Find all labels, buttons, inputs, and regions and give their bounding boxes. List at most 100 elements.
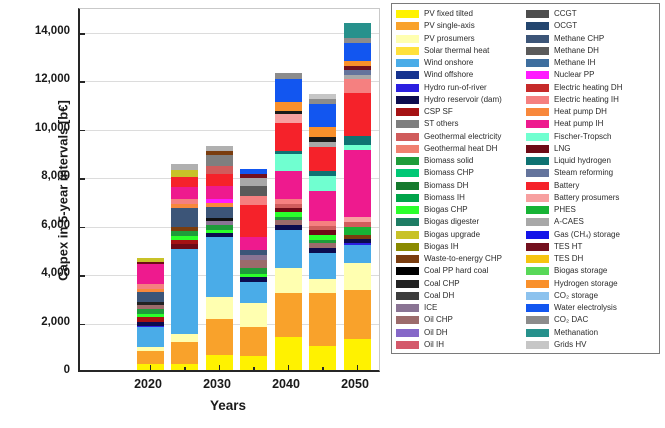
legend-color-swatch-icon [396, 218, 419, 227]
legend-item: Electric heating DH [526, 82, 654, 94]
x-axis-tick [149, 365, 151, 370]
bar-segment [274, 337, 302, 370]
legend-item: Methane CHP [526, 33, 654, 45]
bar-segment [136, 302, 164, 305]
legend-item: Heat pump IH [526, 118, 654, 130]
bar-segment [205, 236, 233, 298]
bar-segment [136, 347, 164, 352]
legend-color-swatch-icon [526, 267, 549, 276]
bar-segment [136, 325, 164, 328]
bar-segment [274, 198, 302, 204]
legend-item: ST others [396, 118, 526, 130]
bar-segment [205, 229, 233, 234]
legend-item: LNG [526, 143, 654, 155]
legend-item: Geothermal heat DH [396, 143, 526, 155]
legend-item: CO₂ DAC [526, 314, 654, 326]
legend-item: Biomass DH [396, 180, 526, 192]
bar-segment [136, 262, 164, 264]
legend-color-swatch-icon [396, 169, 419, 178]
legend-color-swatch-icon [526, 279, 549, 288]
legend-item: TES DH [526, 253, 654, 265]
legend-color-swatch-icon [526, 132, 549, 141]
legend-color-swatch-icon [526, 34, 549, 43]
legend-column: PV fixed tilted PV single-axis PV prosumer… [396, 8, 526, 351]
bar-segment [309, 104, 336, 128]
legend-item-label: Gas (CH₄) storage [554, 229, 620, 239]
bar-segment [171, 231, 198, 237]
x-axis-title: Years [209, 398, 247, 413]
bar-segment [274, 219, 302, 225]
legend-item-label: Heat pump IH [554, 119, 604, 129]
bar-segment [274, 170, 302, 199]
legend-color-swatch-icon [396, 120, 419, 129]
bar-segment [171, 208, 198, 227]
legend-color-swatch-icon [396, 304, 419, 312]
legend-item-label: OCGT [554, 21, 578, 31]
legend-item: Steam reforming [526, 167, 654, 179]
legend-item: Nuclear PP [526, 69, 654, 81]
legend-item-label: Biomass CHP [424, 168, 474, 178]
legend-color-swatch-icon [526, 193, 549, 202]
bar-segment [274, 79, 302, 103]
legend-item: Biogas digester [396, 216, 526, 228]
legend-item: Biogas CHP [396, 204, 526, 216]
bar-segment [240, 236, 267, 251]
legend-item-label: Hydro reservoir (dam) [424, 94, 502, 104]
bar-segment [205, 154, 233, 166]
bar-segment [274, 154, 302, 171]
bar-segment [171, 198, 198, 204]
legend-item: Battery [526, 180, 654, 192]
x-axis-tick [184, 367, 186, 370]
bar-segment [309, 127, 336, 138]
y-tick-label: 6,000 [41, 218, 70, 231]
bar-segment [343, 75, 371, 79]
bar-segment [136, 257, 164, 263]
legend-item: Fischer-Tropsch [526, 131, 654, 143]
bar-segment [274, 211, 302, 217]
y-tick-label: 12,000 [34, 73, 70, 86]
legend-item-label: Wind offshore [424, 70, 474, 80]
bar-segment [171, 164, 198, 171]
bar-segment [274, 114, 302, 123]
bar-segment [171, 177, 198, 187]
legend-item-label: Biogas upgrade [424, 229, 481, 239]
legend-item-label: TES HT [554, 241, 583, 251]
legend-item: Coal DH [396, 290, 526, 302]
bar-segment [240, 205, 267, 237]
bar-2020 [136, 257, 164, 370]
bar-segment [205, 206, 233, 218]
bar-segment [240, 255, 267, 260]
legend-item: Oil IH [396, 339, 526, 351]
legend-color-swatch-icon [526, 304, 549, 312]
bar-segment [343, 243, 371, 246]
x-axis-tick [287, 365, 289, 370]
bar-segment [136, 314, 164, 317]
legend-item: Electric heating IH [526, 94, 654, 106]
legend-item-label: Biomass DH [424, 180, 469, 190]
bar-segment [309, 176, 336, 191]
legend-color-swatch-icon [396, 132, 419, 141]
bar-segment [240, 185, 267, 196]
legend-item: Hydro run-of-river [396, 82, 526, 94]
bar-segment [136, 351, 164, 364]
x-tick-label: 2050 [341, 377, 369, 391]
legend-item: Biogas upgrade [396, 229, 526, 241]
legend-item-label: Nuclear PP [554, 70, 595, 80]
bar-segment [274, 292, 302, 338]
legend-item-label: Steam reforming [554, 168, 614, 178]
bar-segment [274, 203, 302, 209]
x-axis-tick [218, 365, 220, 370]
x-tick-label: 2020 [134, 377, 162, 391]
bar-segment [240, 281, 267, 303]
bar-segment [136, 263, 164, 284]
legend-item-label: Hydro run-of-river [424, 82, 487, 92]
legend-color-swatch-icon [396, 255, 419, 263]
legend-item: Heat pump DH [526, 106, 654, 118]
legend-item-label: Geothermal electricity [424, 131, 502, 141]
legend-item: OCGT [526, 20, 654, 32]
bar-segment [205, 221, 233, 225]
bar-segment [274, 102, 302, 111]
bar-segment [343, 339, 371, 370]
legend-item-label: Battery prosumers [554, 192, 620, 202]
legend-item: PV single-axis [396, 20, 526, 32]
